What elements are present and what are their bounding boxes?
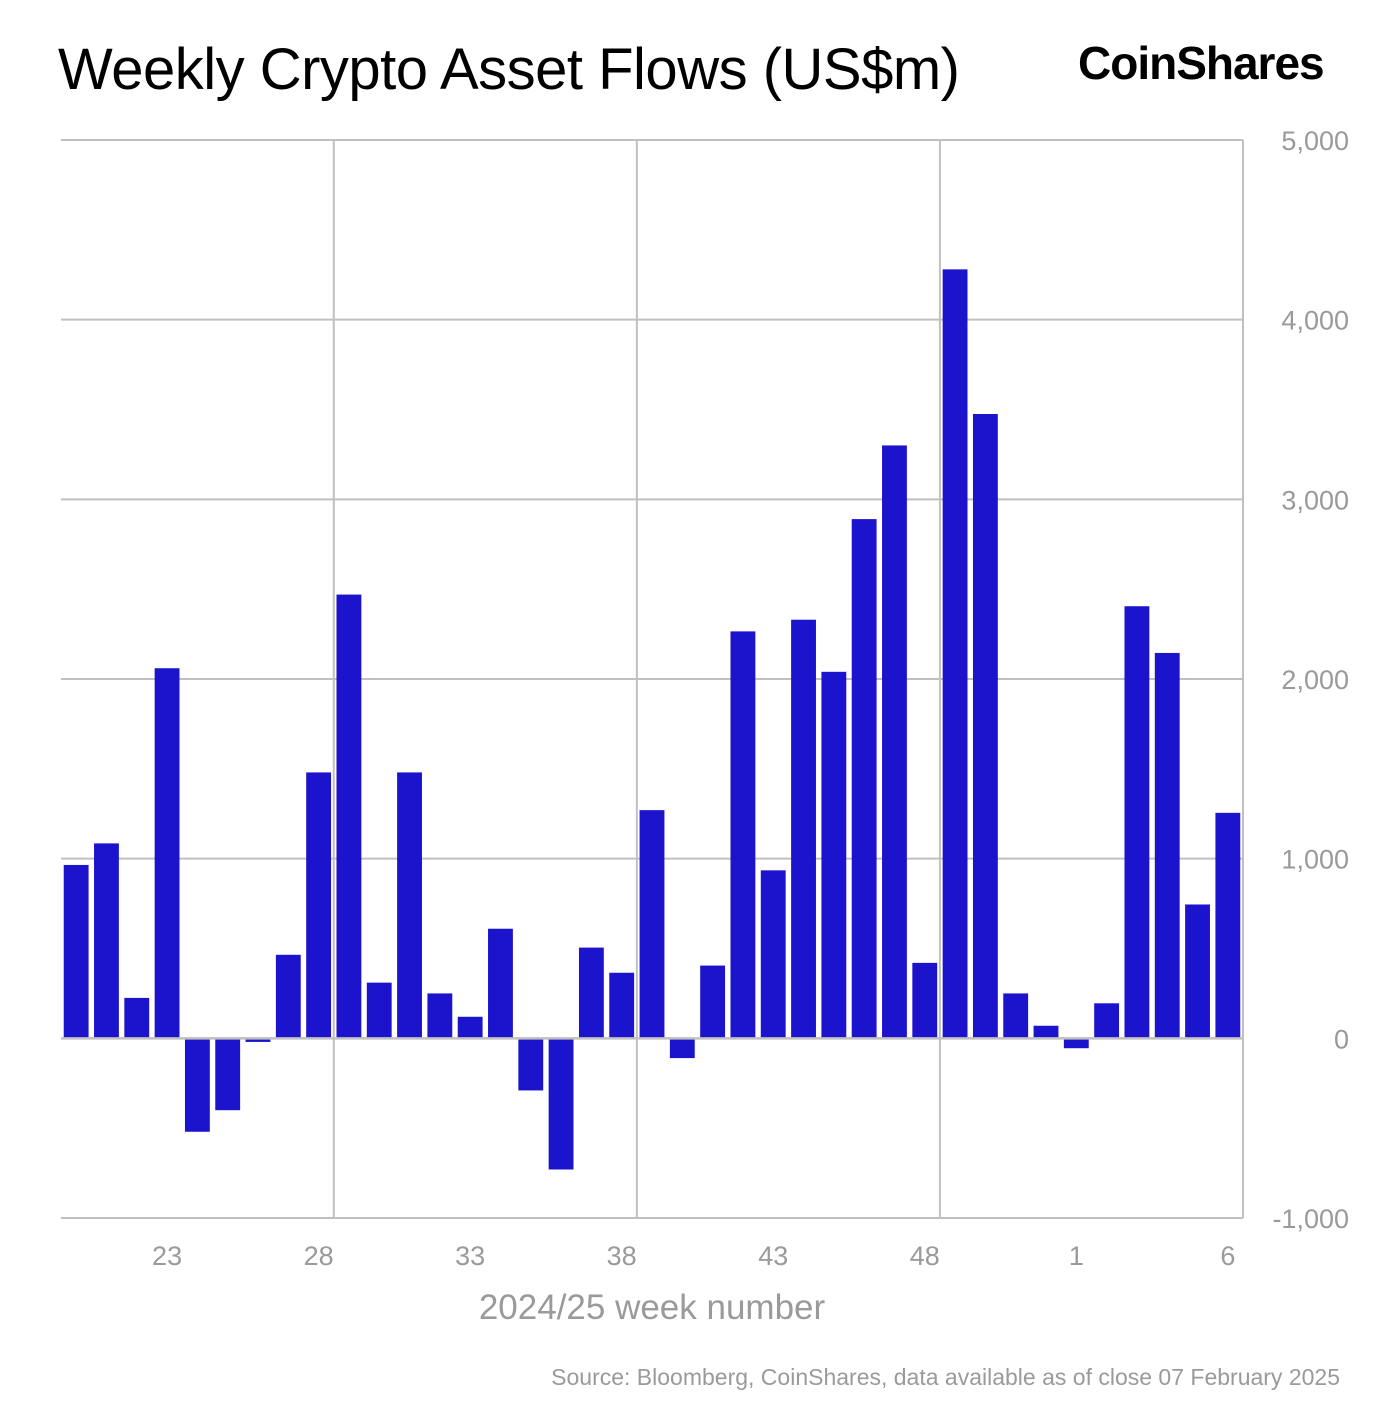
bar: [124, 997, 150, 1039]
bar: [1033, 1025, 1059, 1039]
bar: [488, 928, 513, 1039]
bar: [882, 445, 907, 1039]
bar: [942, 269, 968, 1039]
bar: [518, 1038, 544, 1091]
x-tick-label: 28: [304, 1241, 334, 1271]
bar: [275, 954, 301, 1039]
y-tick-label: 5,000: [1281, 126, 1349, 156]
bar: [63, 864, 89, 1039]
bar: [306, 772, 332, 1039]
x-tick-label: 1: [1069, 1241, 1084, 1271]
bar-series: [63, 269, 1241, 1170]
bar: [1185, 904, 1210, 1039]
source-note: Source: Bloomberg, CoinShares, data avai…: [551, 1364, 1340, 1390]
bar: [215, 1038, 241, 1111]
bar: [821, 671, 847, 1039]
x-tick-label: 48: [910, 1241, 940, 1271]
bar: [397, 772, 422, 1039]
bar: [912, 962, 938, 1039]
bar: [366, 982, 392, 1039]
x-axis-ticks: 23 28 33 38 43 48 1 6: [152, 1241, 1235, 1271]
bar: [730, 631, 756, 1039]
x-tick-label: 6: [1220, 1241, 1235, 1271]
x-tick-label: 38: [607, 1241, 637, 1271]
bar: [578, 947, 604, 1039]
bar: [94, 843, 119, 1039]
y-tick-label: 3,000: [1281, 485, 1349, 515]
y-tick-label: 1,000: [1281, 845, 1349, 875]
bar: [1003, 993, 1029, 1039]
x-tick-label: 33: [455, 1241, 485, 1271]
y-tick-label: -1,000: [1272, 1204, 1349, 1234]
bar: [154, 668, 180, 1039]
y-tick-label: 2,000: [1281, 665, 1349, 695]
x-tick-label: 23: [152, 1241, 182, 1271]
chart-title: Weekly Crypto Asset Flows (US$m): [58, 37, 960, 102]
bar: [245, 1038, 271, 1042]
x-tick-label: 43: [758, 1241, 788, 1271]
y-tick-label: 4,000: [1281, 306, 1349, 336]
bar: [972, 413, 998, 1039]
x-axis-title: 2024/25 week number: [479, 1288, 826, 1327]
bar: [760, 870, 786, 1039]
bar: [791, 619, 816, 1039]
bar: [1063, 1038, 1089, 1049]
bar: [457, 1016, 483, 1039]
bar: [700, 965, 726, 1039]
bar: [548, 1038, 574, 1170]
bar: [639, 810, 665, 1039]
bar: [669, 1038, 695, 1059]
y-tick-label: 0: [1334, 1024, 1349, 1054]
bar: [1154, 652, 1180, 1039]
bar: [427, 993, 453, 1039]
y-axis-ticks: -1,000 0 1,000 2,000 3,000 4,000 5,000: [1272, 126, 1349, 1234]
bar: [1094, 1003, 1120, 1039]
bar: [1124, 606, 1150, 1039]
bar: [184, 1038, 210, 1132]
bar: [1215, 812, 1241, 1039]
bar: [851, 519, 877, 1039]
bar: [609, 972, 635, 1039]
coinshares-logo: CoinShares: [1078, 37, 1325, 89]
bar: [336, 594, 362, 1039]
